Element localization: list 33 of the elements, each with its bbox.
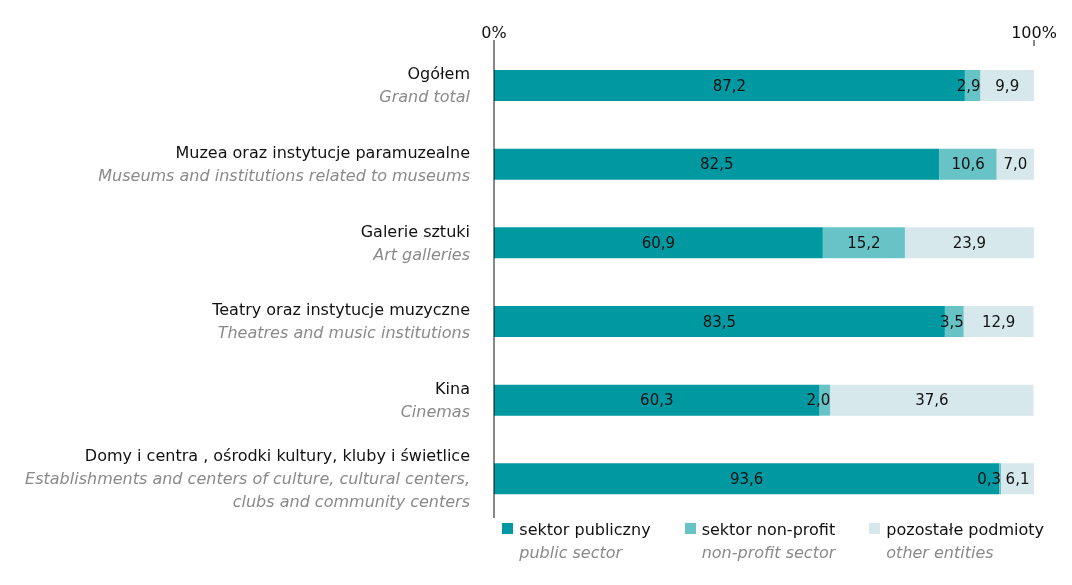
data-label: 12,9 <box>981 312 1016 331</box>
bar <box>963 306 1034 337</box>
bar <box>822 227 905 259</box>
y-tick-label: Ogółem Grand total <box>379 64 471 107</box>
data-label: 82,5 <box>700 155 734 174</box>
x-tick-label: 100% <box>1011 23 1057 42</box>
y-tick-label: Galerie sztuki Art galleries <box>360 221 470 264</box>
y-tick-label: Domy i centra , ośrodki kultury, kluby i świetlice Establishments and centers of culture, cultural centers, clubs and community centers <box>25 446 470 512</box>
data-label: 9,9 <box>995 76 1020 95</box>
bar <box>494 227 823 259</box>
bar <box>494 463 1000 495</box>
data-label: 6,1 <box>1005 470 1030 489</box>
data-label: 23,9 <box>952 234 987 253</box>
data-label: 7,0 <box>1003 155 1028 174</box>
data-label: 60,3 <box>640 391 674 410</box>
legend-label: sektor publiczny public sector <box>519 519 651 564</box>
data-label: 15,2 <box>847 234 881 253</box>
x-tick-label: 0% <box>481 23 507 42</box>
y-tick-label: Teatry oraz instytucje muzyczne Theatres and music institutions <box>211 300 470 343</box>
data-label: 37,6 <box>915 391 949 410</box>
data-label: 93,6 <box>730 470 764 489</box>
data-label: 87,2 <box>712 76 747 95</box>
y-tick-label: Kina Cinemas <box>400 379 470 422</box>
bar <box>494 148 940 180</box>
bar <box>904 227 1034 259</box>
data-label: 83,5 <box>702 312 737 331</box>
bar <box>980 70 1034 101</box>
data-label: 60,9 <box>641 234 676 253</box>
legend-label: sektor non-profit non-profit sector <box>701 519 836 564</box>
legend-label: pozostałe podmioty other entities <box>886 519 1044 564</box>
y-tick-label: Muzea oraz instytucje paramuzealne Museums and institutions related to museums <box>98 143 470 186</box>
data-label: 10,6 <box>951 155 985 174</box>
bar <box>830 384 1034 416</box>
